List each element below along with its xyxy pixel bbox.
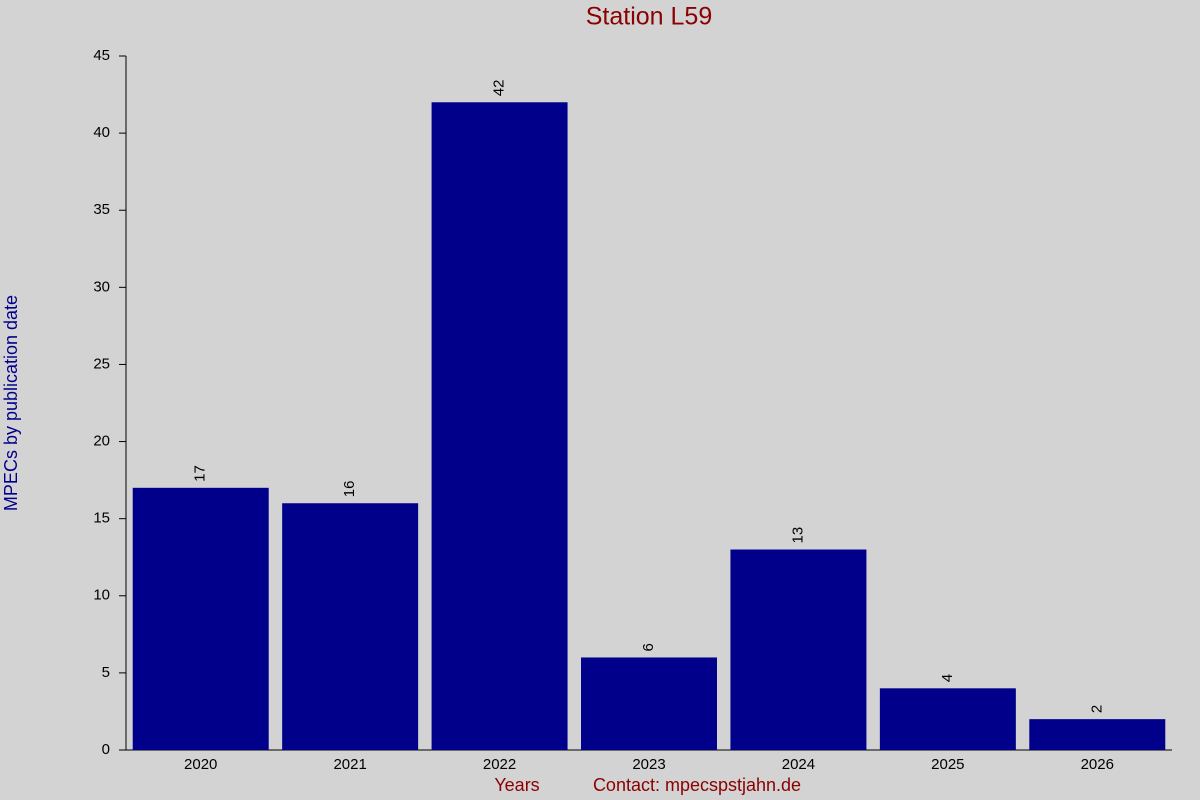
- data-label: 6: [640, 643, 657, 651]
- chart-title: Station L59: [586, 3, 713, 31]
- x-tick-label: 2026: [1081, 756, 1114, 773]
- data-label: 13: [789, 527, 806, 544]
- y-tick-label: 40: [93, 124, 110, 141]
- x-tick-label: 2025: [931, 756, 964, 773]
- x-tick-label: 2020: [184, 756, 217, 773]
- y-tick-label: 30: [93, 278, 110, 295]
- x-tick-label: 2021: [333, 756, 366, 773]
- y-tick-label: 0: [102, 741, 110, 758]
- y-tick-label: 10: [93, 587, 110, 604]
- y-tick-label: 35: [93, 201, 110, 218]
- bar: [431, 102, 568, 751]
- x-tick-label: 2023: [632, 756, 665, 773]
- y-tick-label: 45: [93, 47, 110, 64]
- bar: [282, 503, 419, 750]
- x-axis-label: Years: [494, 775, 539, 795]
- bar: [132, 487, 269, 750]
- y-tick-label: 5: [102, 664, 110, 681]
- bar: [879, 688, 1016, 750]
- y-tick-label: 25: [93, 355, 110, 372]
- bar: [730, 549, 867, 750]
- x-tick-label: 2024: [782, 756, 815, 773]
- data-label: 2: [1088, 705, 1105, 713]
- bar: [581, 657, 717, 750]
- bar: [1029, 719, 1166, 750]
- data-label: 42: [491, 80, 508, 97]
- data-label: 4: [939, 674, 956, 682]
- x-tick-label: 2022: [483, 756, 516, 773]
- y-tick-label: 15: [93, 510, 110, 527]
- y-tick-label: 20: [93, 433, 110, 450]
- data-label: 17: [192, 465, 209, 482]
- data-label: 16: [341, 481, 358, 498]
- contact: Contact: mpecspstjahn.de: [593, 775, 801, 795]
- y-axis-label: MPECs by publication date: [1, 295, 21, 511]
